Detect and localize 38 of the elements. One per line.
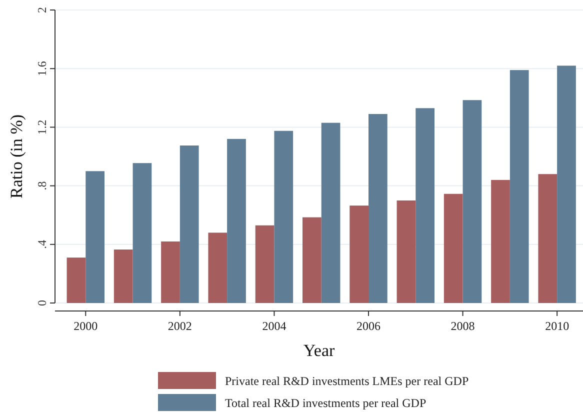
- y-tick-label: .8: [35, 181, 49, 190]
- bar: [114, 250, 133, 303]
- bar: [444, 194, 463, 303]
- bar: [227, 138, 246, 303]
- bar: [180, 146, 199, 303]
- bar: [510, 70, 529, 303]
- x-tick-label: 2004: [262, 319, 286, 333]
- bar: [368, 114, 388, 303]
- bar: [208, 232, 228, 303]
- y-tick-label: 1.2: [35, 120, 49, 135]
- x-axis-title: Year: [303, 341, 335, 360]
- bar: [396, 200, 416, 303]
- y-tick-label: 1.6: [35, 61, 49, 76]
- x-tick-label: 2010: [545, 319, 570, 333]
- y-tick-label: 0: [35, 300, 49, 306]
- y-axis-title: Ratio (in %): [7, 114, 26, 199]
- legend-label: Private real R&D investments LMEs per real GDP: [225, 374, 469, 388]
- bar: [66, 258, 86, 303]
- bar: [255, 225, 274, 303]
- y-tick-label: .4: [35, 240, 49, 249]
- bar: [274, 130, 294, 303]
- bar: [416, 108, 434, 303]
- bar: [132, 163, 152, 303]
- bar: [491, 180, 510, 303]
- bar: [557, 66, 576, 303]
- y-tick-label: 2: [35, 7, 49, 13]
- x-tick-label: 2002: [168, 319, 192, 333]
- legend-label: Total real R&D investments per real GDP: [225, 396, 426, 410]
- bar: [302, 217, 322, 303]
- x-tick-label: 2000: [74, 319, 98, 333]
- bar: [161, 241, 180, 303]
- bar: [538, 174, 558, 303]
- x-tick-label: 2008: [450, 319, 475, 333]
- bar: [321, 122, 340, 303]
- x-tick-label: 2006: [356, 319, 380, 333]
- bar: [86, 171, 104, 303]
- bar: [462, 100, 482, 303]
- bar: [350, 206, 368, 303]
